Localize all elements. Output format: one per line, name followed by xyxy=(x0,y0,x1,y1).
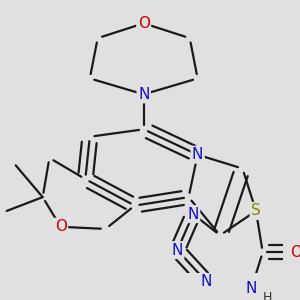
Text: N: N xyxy=(246,281,257,296)
Text: O: O xyxy=(290,245,300,260)
Text: N: N xyxy=(188,207,199,222)
Text: S: S xyxy=(251,203,261,218)
Text: N: N xyxy=(192,147,203,162)
Text: H: H xyxy=(263,291,272,300)
Text: N: N xyxy=(172,243,183,258)
Text: O: O xyxy=(138,16,150,31)
Text: N: N xyxy=(138,87,149,102)
Text: O: O xyxy=(55,219,67,234)
Text: N: N xyxy=(201,274,212,290)
